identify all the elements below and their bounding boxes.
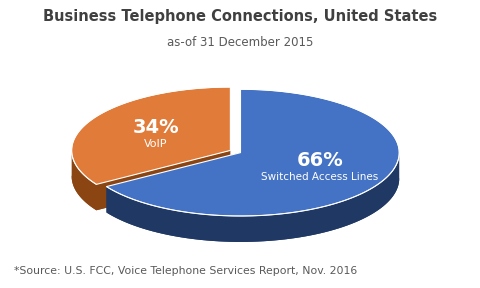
Polygon shape [72,87,230,184]
Text: Business Telephone Connections, United States: Business Telephone Connections, United S… [43,9,437,24]
Polygon shape [106,152,398,242]
Polygon shape [72,150,96,210]
Text: as-of 31 December 2015: as-of 31 December 2015 [167,36,313,49]
Text: *Source: U.S. FCC, Voice Telephone Services Report, Nov. 2016: *Source: U.S. FCC, Voice Telephone Servi… [14,266,357,276]
Polygon shape [72,176,230,210]
Polygon shape [106,89,398,216]
Text: 34%: 34% [132,118,179,137]
Text: VoIP: VoIP [144,139,168,149]
Polygon shape [96,150,230,210]
Text: Switched Access Lines: Switched Access Lines [261,172,377,181]
Polygon shape [106,178,398,242]
Polygon shape [106,153,240,213]
Text: 66%: 66% [296,151,342,170]
